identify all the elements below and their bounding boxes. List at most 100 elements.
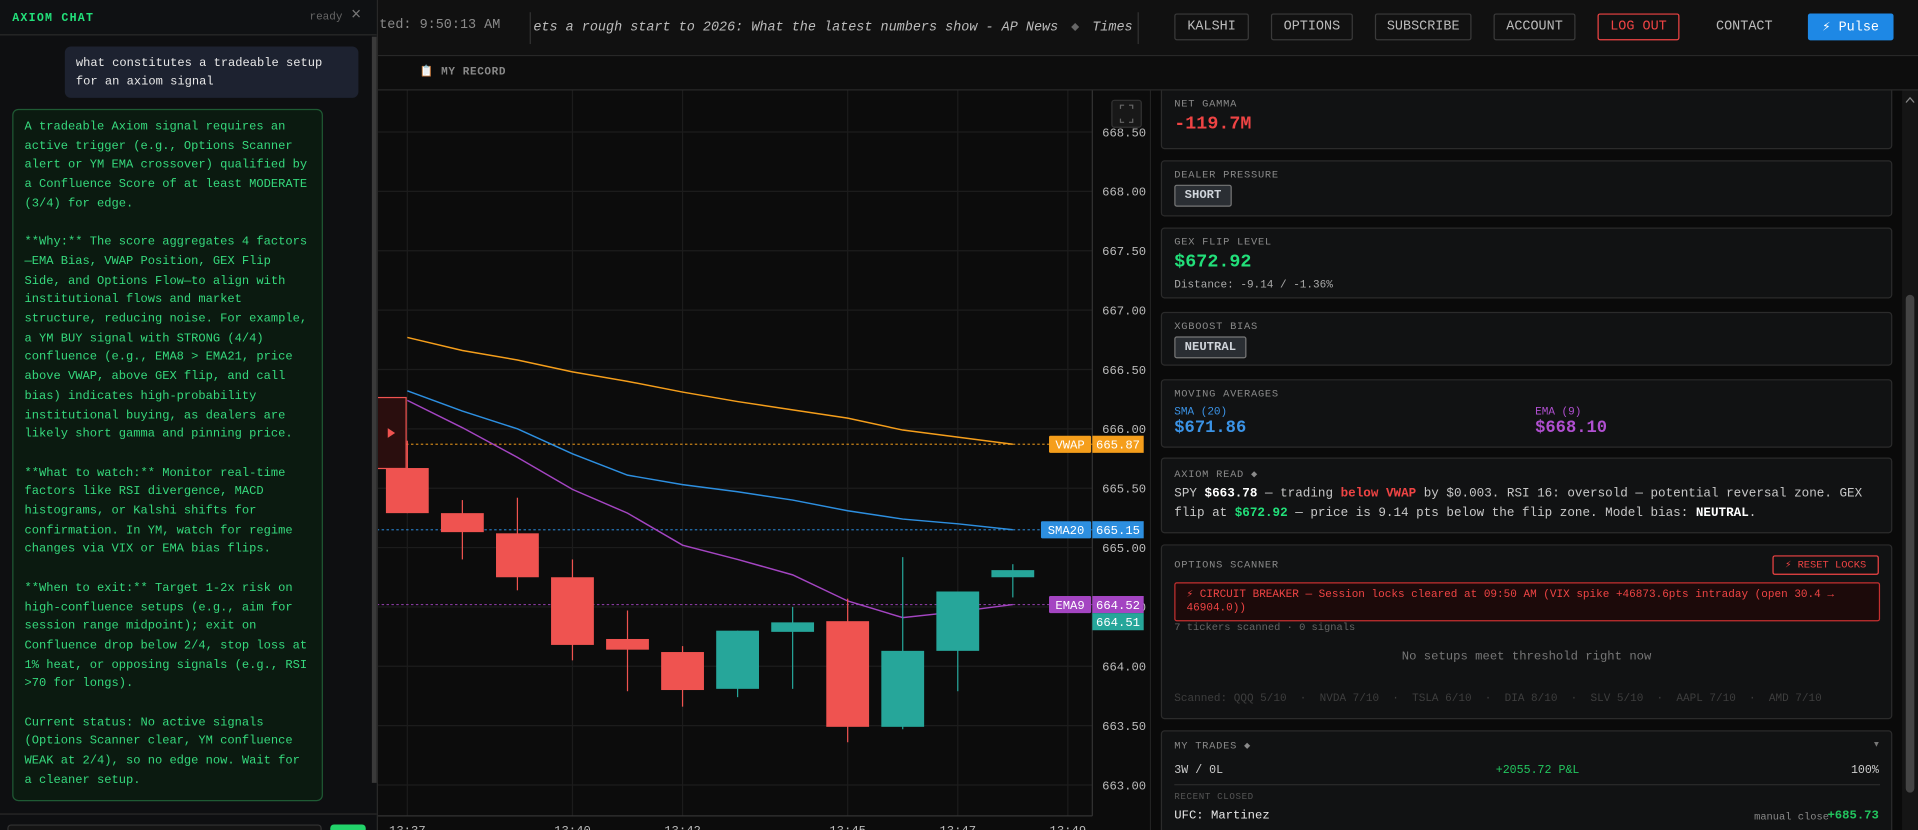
x-tick-label: 13:37 <box>389 824 426 830</box>
axiom-read-segment: by $0.003. RSI 16: oversold — potential … <box>1174 486 1870 522</box>
top-bar: ted: 9:50:13 AM ets a rough start to 202… <box>376 0 1918 57</box>
axiom-read-segment: — trading <box>1257 486 1341 502</box>
options-scanner-card: OPTIONS SCANNER ⚡ RESET LOCKS ⚡ CIRCUIT … <box>1160 544 1893 720</box>
chat-panel: AXIOM CHAT ready × what constitutes a tr… <box>0 0 378 830</box>
chart-background <box>366 89 1150 830</box>
axiom-read-segment: below VWAP <box>1340 486 1417 502</box>
divider <box>529 12 531 45</box>
chat-input[interactable] <box>7 824 322 830</box>
indicator-line <box>407 399 1013 619</box>
subscribe-button[interactable]: SUBSCRIBE <box>1374 13 1472 41</box>
reset-locks-button[interactable]: ⚡ RESET LOCKS <box>1772 555 1879 575</box>
contact-button[interactable]: CONTACT <box>1716 19 1773 35</box>
divider <box>1174 784 1881 786</box>
candle-body <box>881 650 925 727</box>
series-value-tag <box>1092 435 1144 453</box>
collapse-toggle[interactable]: ▾ <box>1872 738 1881 753</box>
x-tick-label: 13:47 <box>939 824 976 830</box>
y-tick-label: 663.50 <box>1102 720 1146 734</box>
close-button[interactable]: × <box>351 6 362 26</box>
series-name-tag <box>1049 435 1092 453</box>
account-button[interactable]: ACCOUNT <box>1493 13 1576 41</box>
candle-body <box>440 513 484 533</box>
win-loss: 3W / 0L <box>1174 763 1224 777</box>
send-button[interactable] <box>330 824 366 830</box>
divider <box>1137 12 1139 45</box>
candle-body <box>826 621 870 727</box>
price-chart: 668.50 668.00 667.50 667.00 666.50 666.00 665.… <box>366 89 1150 830</box>
series-name: VWAP <box>1055 439 1084 453</box>
series-value-tag <box>1092 521 1144 539</box>
scroll-arrow <box>1905 96 1915 103</box>
ticker-separator: ◆ <box>1071 20 1080 36</box>
indicator-line <box>407 336 1013 446</box>
recent-trade-name: UFC: Martinez <box>1174 809 1270 824</box>
win-rate: 100% <box>1850 763 1879 777</box>
sub-bar: 📋 MY RECORD <box>376 56 1918 91</box>
assistant-message: A tradeable Axiom signal requires an act… <box>12 108 323 801</box>
ema-value: $668.10 <box>1535 418 1608 438</box>
last-price-tag <box>1092 613 1144 631</box>
y-tick-label: 663.00 <box>1102 779 1146 793</box>
ticker-headline: ets a rough start to 2026: What the late… <box>533 20 1059 36</box>
y-tick-label: 666.00 <box>1102 423 1146 437</box>
y-tick-label: 666.50 <box>1102 364 1146 378</box>
xgboost-card: XGBOOST BIAS NEUTRAL <box>1160 311 1893 366</box>
axiom-read-segment: $672.92 <box>1234 506 1288 522</box>
assistant-paragraph: **What to watch:** Monitor real-time fac… <box>24 465 293 556</box>
chat-title: AXIOM CHAT <box>12 11 95 25</box>
series-name-tag <box>1049 595 1092 614</box>
assistant-paragraph: **Why:** The score aggregates 4 factors—… <box>24 235 308 441</box>
y-tick-label: 668.50 <box>1102 126 1146 140</box>
updated-time: ted: 9:50:13 AM <box>379 18 501 34</box>
candle-body <box>991 570 1035 578</box>
y-tick-label: 667.50 <box>1102 245 1146 259</box>
my-record-tab[interactable]: 📋 MY RECORD <box>419 66 507 79</box>
options-button[interactable]: OPTIONS <box>1270 13 1353 41</box>
axiom-read-segment: NEUTRAL <box>1695 506 1749 522</box>
kalshi-button[interactable]: KALSHI <box>1174 13 1249 41</box>
news-ticker: ets a rough start to 2026: What the late… <box>533 18 1137 36</box>
y-tick-label: 668.00 <box>1102 186 1146 200</box>
pulse-button[interactable]: ⚡ Pulse <box>1807 13 1894 41</box>
series-name: SMA20 <box>1048 524 1085 538</box>
y-tick-label: 667.00 <box>1102 304 1146 318</box>
recent-label: RECENT CLOSED <box>1174 792 1254 803</box>
x-tick-label: 13:49 <box>1050 824 1087 830</box>
logout-button[interactable]: LOG OUT <box>1597 13 1680 41</box>
recent-trade-method: manual close <box>1754 810 1829 824</box>
axiom-read-segment: $663.78 <box>1204 486 1258 502</box>
gex-flip-value: $672.92 <box>1174 251 1252 273</box>
assistant-paragraph: Current status: No active signals (Optio… <box>24 715 300 787</box>
sma-label: SMA (20) <box>1174 406 1228 419</box>
divider <box>0 813 377 815</box>
dealer-pressure-card: DEALER PRESSURE SHORT <box>1160 160 1893 217</box>
candle-body <box>936 591 980 651</box>
xgboost-badge: NEUTRAL <box>1174 336 1247 359</box>
series-name-tag <box>1040 521 1092 539</box>
x-tick-label: 13:45 <box>829 824 866 830</box>
series-value-tag <box>1092 595 1144 614</box>
scroll-thumb[interactable] <box>1905 294 1915 793</box>
total-pnl: +2055.72 P&L <box>1495 763 1580 777</box>
card-label: DEALER PRESSURE <box>1174 168 1279 182</box>
candle-body <box>385 468 429 514</box>
series-value: 665.87 <box>1096 439 1140 453</box>
assistant-paragraph: A tradeable Axiom signal requires an act… <box>24 119 308 211</box>
axiom-read-card: AXIOM READ ◆ SPY $663.78 — trading below… <box>1160 457 1893 534</box>
scanned-tickers: Scanned: QQQ 5/10 · NVDA 7/10 · TSLA 6/1… <box>1174 692 1822 705</box>
scan-summary: 7 tickers scanned · 0 signals <box>1174 621 1356 634</box>
series-value: 664.52 <box>1096 599 1140 613</box>
candle-body <box>551 577 594 645</box>
scrollbar[interactable] <box>1902 89 1918 830</box>
empty-state: No setups meet threshold right now <box>1401 650 1652 665</box>
expand-button[interactable] <box>1111 99 1142 128</box>
side-tab-arrow <box>387 428 396 438</box>
chat-scrollbar[interactable] <box>371 36 377 783</box>
expand-icon <box>1119 104 1134 123</box>
card-label: OPTIONS SCANNER <box>1174 559 1279 572</box>
moving-averages-card: MOVING AVERAGES SMA (20) $671.86 EMA (9)… <box>1160 379 1893 448</box>
gex-distance: Distance: -9.14 / -1.36% <box>1174 278 1333 292</box>
assistant-paragraph: **When to exit:** Target 1-2x risk on hi… <box>24 580 308 691</box>
